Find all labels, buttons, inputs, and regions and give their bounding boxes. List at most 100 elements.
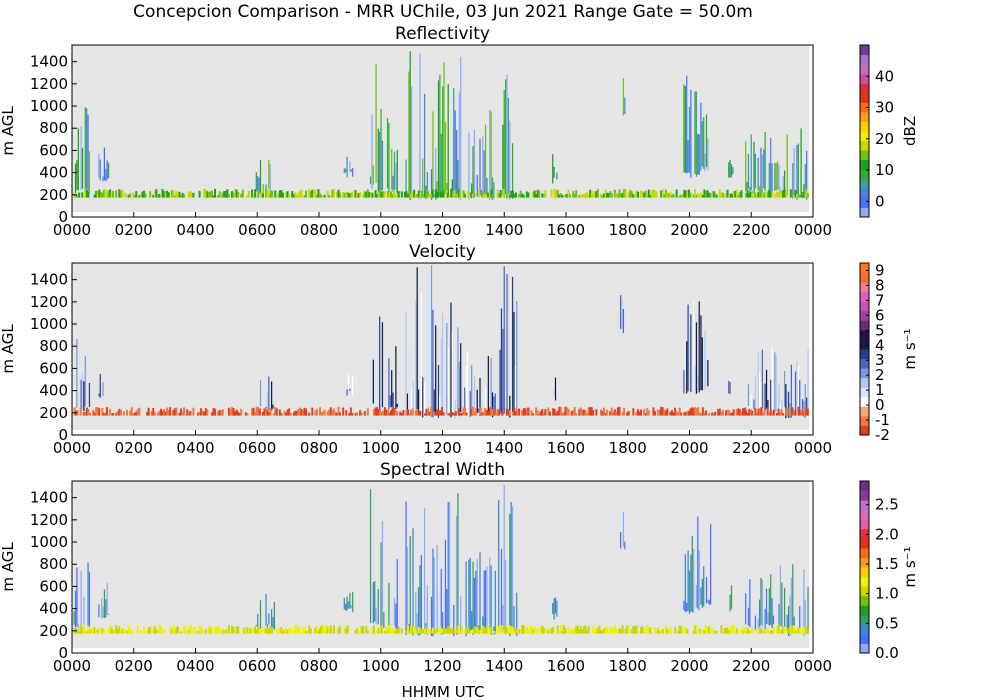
data-cell bbox=[618, 406, 621, 416]
data-cell bbox=[331, 410, 334, 416]
data-cell bbox=[101, 393, 103, 401]
data-cell bbox=[436, 409, 439, 416]
data-cell bbox=[184, 625, 187, 634]
colorbar-segment bbox=[860, 605, 869, 616]
data-cell bbox=[73, 389, 75, 408]
data-cell bbox=[482, 136, 484, 195]
data-cell bbox=[305, 631, 308, 634]
colorbar-segment bbox=[860, 368, 869, 379]
data-cell bbox=[505, 408, 508, 416]
data-cell bbox=[768, 162, 770, 195]
x-tick-label: 0000 bbox=[53, 221, 91, 239]
data-cell bbox=[493, 182, 495, 199]
data-cell bbox=[246, 626, 249, 634]
data-cell bbox=[510, 626, 513, 634]
data-cell bbox=[84, 630, 87, 634]
data-cell bbox=[793, 147, 795, 196]
data-cell bbox=[393, 189, 396, 198]
data-cell bbox=[753, 399, 755, 410]
data-cell bbox=[173, 629, 176, 634]
data-cell bbox=[193, 626, 196, 634]
data-cell bbox=[83, 381, 85, 411]
data-cell bbox=[555, 190, 558, 198]
colorbar-segment bbox=[860, 159, 869, 170]
data-cell bbox=[536, 189, 539, 198]
data-cell bbox=[745, 407, 747, 411]
data-cell bbox=[414, 194, 417, 198]
data-cell bbox=[516, 409, 519, 416]
data-cell bbox=[129, 410, 132, 416]
data-cell bbox=[285, 412, 288, 416]
data-cell bbox=[474, 626, 477, 634]
data-cell bbox=[787, 606, 790, 636]
data-cell bbox=[687, 550, 689, 612]
data-cell bbox=[263, 626, 266, 634]
data-cell bbox=[761, 349, 763, 408]
data-cell bbox=[446, 323, 448, 415]
data-cell bbox=[118, 626, 121, 634]
data-cell bbox=[757, 408, 760, 416]
data-cell bbox=[395, 603, 397, 629]
data-cell bbox=[596, 628, 599, 634]
data-cell bbox=[392, 175, 394, 192]
data-cell bbox=[652, 189, 655, 198]
data-cell bbox=[139, 630, 142, 634]
data-cell bbox=[442, 190, 445, 198]
data-cell bbox=[229, 409, 232, 416]
data-cell bbox=[763, 384, 765, 409]
data-cell bbox=[715, 631, 718, 634]
data-cell bbox=[643, 409, 646, 416]
colorbar-tick-label: 7 bbox=[875, 291, 885, 309]
data-cell bbox=[786, 627, 789, 634]
data-cell bbox=[437, 365, 440, 419]
data-cell bbox=[703, 630, 706, 634]
data-cell bbox=[649, 627, 652, 634]
data-cell bbox=[109, 189, 112, 198]
colorbar-segment bbox=[860, 339, 869, 350]
data-cell bbox=[264, 628, 267, 634]
data-cell bbox=[167, 192, 170, 198]
colorbar-segment bbox=[860, 45, 869, 56]
data-cell bbox=[272, 404, 274, 409]
data-cell bbox=[796, 194, 799, 198]
data-cell bbox=[458, 92, 460, 195]
data-cell bbox=[406, 193, 409, 198]
x-tick-label: 1600 bbox=[547, 657, 585, 675]
data-cell bbox=[549, 629, 552, 634]
data-cell bbox=[394, 629, 397, 634]
data-cell bbox=[203, 188, 206, 198]
data-cell bbox=[464, 630, 467, 634]
data-cell bbox=[328, 628, 331, 634]
data-cell bbox=[266, 410, 269, 416]
data-cell bbox=[136, 408, 139, 416]
data-cell bbox=[317, 189, 320, 198]
data-cell bbox=[448, 625, 451, 634]
data-cell bbox=[483, 570, 485, 633]
data-cell bbox=[158, 624, 161, 634]
data-cell bbox=[102, 628, 105, 634]
data-cell bbox=[366, 630, 369, 634]
data-cell bbox=[704, 191, 707, 198]
colorbar-segment bbox=[860, 406, 869, 417]
data-cell bbox=[409, 536, 411, 634]
data-cell bbox=[781, 400, 783, 409]
data-cell bbox=[561, 630, 564, 634]
data-cell bbox=[176, 626, 179, 634]
data-cell bbox=[412, 381, 414, 414]
data-cell bbox=[187, 411, 190, 416]
data-cell bbox=[593, 191, 596, 198]
data-cell bbox=[457, 160, 459, 195]
data-cell bbox=[430, 596, 433, 637]
data-cell bbox=[803, 626, 806, 634]
colorbar-segment bbox=[860, 387, 869, 398]
data-cell bbox=[498, 386, 500, 414]
data-cell bbox=[339, 412, 342, 416]
data-cell bbox=[493, 411, 496, 416]
data-cell bbox=[704, 410, 707, 416]
data-cell bbox=[683, 189, 686, 198]
data-cell bbox=[448, 195, 451, 198]
data-cell bbox=[805, 407, 808, 416]
data-cell bbox=[515, 628, 518, 634]
data-cell bbox=[595, 626, 598, 634]
data-cell bbox=[254, 626, 257, 634]
